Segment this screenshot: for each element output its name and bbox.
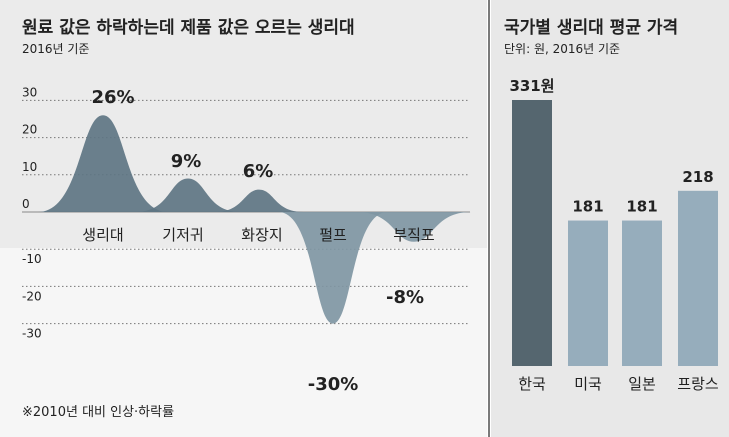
bar-value-label: 181 (572, 198, 603, 216)
value-label: 9% (171, 151, 202, 172)
area-mark-기저귀 (136, 178, 240, 212)
bar-프랑스 (678, 190, 718, 366)
y-tick-label: 30 (22, 85, 37, 99)
bar-value-label: 181 (626, 198, 657, 216)
category-label: 생리대 (82, 226, 123, 244)
bar-category-label: 한국 (518, 375, 546, 393)
left-chart-footnote: ※2010년 대비 인상·하락률 (22, 405, 174, 420)
value-label: 6% (243, 161, 274, 182)
left-chart-title: 원료 값은 하락하는데 제품 값은 오르는 생리대 (22, 18, 355, 38)
right-chart-bars (512, 100, 718, 366)
category-label: 부직포 (393, 226, 435, 244)
y-tick-label: -20 (22, 289, 42, 303)
bar-일본 (622, 220, 662, 366)
bar-미국 (568, 220, 608, 366)
left-chart-subtitle: 2016년 기준 (22, 42, 89, 56)
y-tick-label: -10 (22, 252, 42, 266)
right-chart-title: 국가별 생리대 평균 가격 (504, 18, 678, 38)
area-mark-생리대 (38, 115, 168, 212)
left-chart-labels: 생리대 기저귀 화장지 펄프 부직포 26% 9% 6% -30% -8% (82, 87, 435, 395)
category-label: 화장지 (241, 226, 282, 244)
y-tick-label: 20 (22, 123, 37, 137)
value-label: 26% (91, 87, 134, 108)
value-label: -8% (386, 287, 424, 308)
right-chart-subtitle: 단위: 원, 2016년 기준 (504, 42, 620, 56)
area-mark-화장지 (214, 189, 304, 212)
category-label: 기저귀 (162, 226, 203, 244)
left-chart-marks (38, 115, 472, 324)
bar-category-label: 미국 (574, 375, 602, 393)
bar-한국 (512, 100, 552, 366)
value-label: -30% (308, 374, 359, 395)
bar-value-label: 331원 (509, 77, 554, 95)
left-panel-background-bottom (0, 248, 487, 437)
left-chart-y-ticks: 30 20 10 0 -10 -20 -30 (22, 85, 42, 340)
y-tick-label: 10 (22, 160, 37, 174)
y-tick-label: 0 (22, 197, 30, 211)
bar-category-label: 일본 (628, 375, 656, 393)
area-mark-부직포 (356, 212, 472, 242)
y-tick-label: -30 (22, 327, 42, 341)
category-label: 펄프 (319, 226, 347, 244)
bar-value-label: 218 (682, 168, 713, 186)
area-mark-펄프 (278, 212, 388, 324)
bar-category-label: 프랑스 (677, 375, 719, 393)
